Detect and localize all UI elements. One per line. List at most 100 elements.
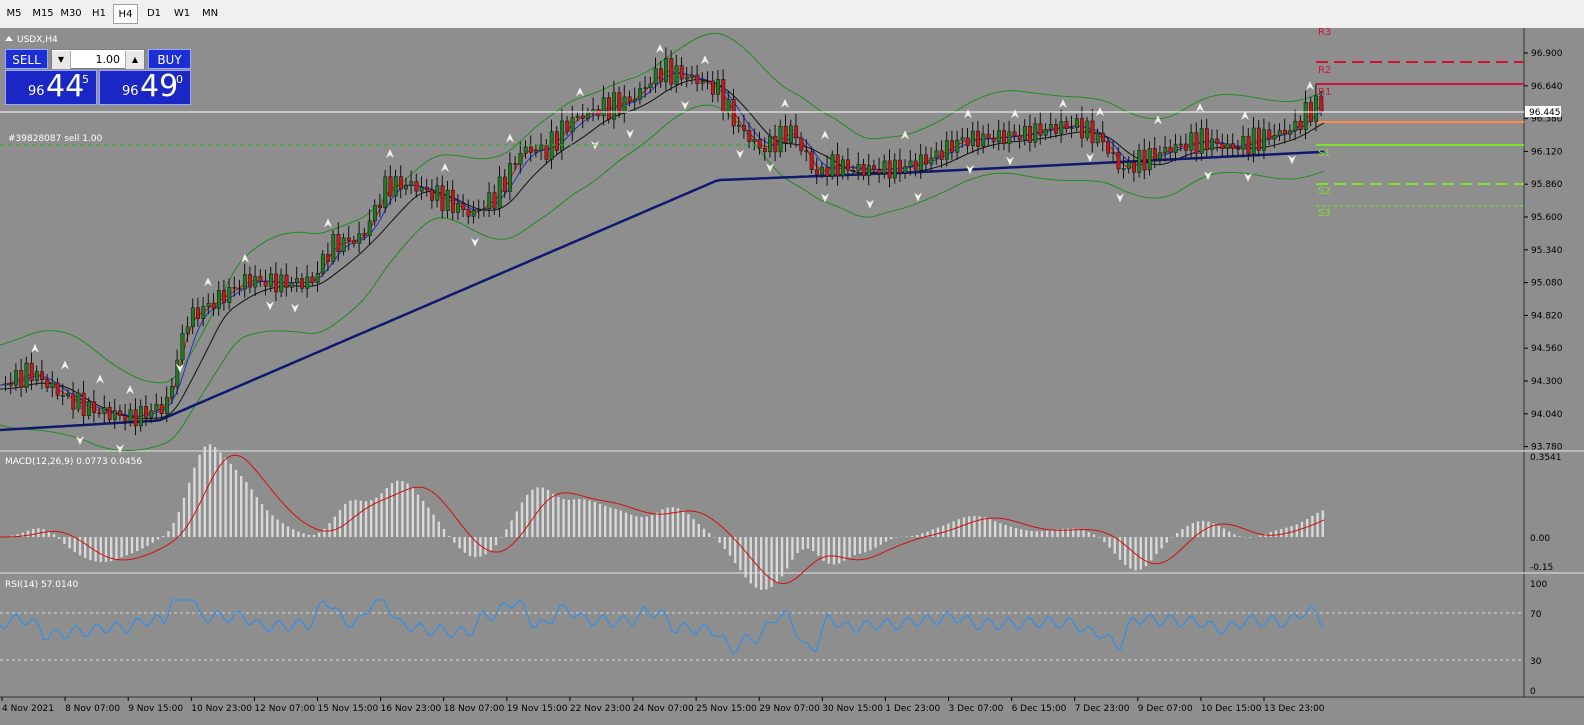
- fractal-up-icon: [576, 87, 584, 97]
- tf-m5[interactable]: M5: [6, 8, 22, 19]
- candle-body: [310, 276, 315, 283]
- candle-body: [736, 124, 741, 127]
- candle-body: [367, 220, 372, 237]
- rsi-tick-label: 0: [1530, 687, 1536, 697]
- fractal-up-icon: [901, 130, 909, 140]
- candle-body: [586, 111, 591, 119]
- date-tick-labels: 4 Nov 2021 8 Nov 07:00 9 Nov 15:00 10 Nov 2…: [1, 697, 1325, 714]
- candle-body: [794, 125, 799, 139]
- fractal-up-icon: [1306, 81, 1314, 91]
- candle-body: [320, 254, 325, 274]
- candle-body: [1152, 148, 1157, 160]
- fractal-down-icon: [821, 193, 829, 203]
- candle-body: [118, 410, 123, 416]
- collapse-icon[interactable]: [5, 36, 13, 41]
- candle-body: [180, 333, 185, 361]
- candle-body: [1314, 95, 1319, 122]
- candle-body: [710, 80, 715, 95]
- candle-body: [81, 392, 86, 417]
- candle-body: [362, 233, 367, 237]
- candle-body: [435, 185, 440, 201]
- candle-body: [658, 68, 663, 83]
- chart-area[interactable]: R2 R1 S1 S2 S3 R3 #39828087 sell 1.00 USDX,H4…: [0, 28, 1584, 725]
- candle-body: [1246, 135, 1251, 155]
- fractal-down-icon: [76, 436, 84, 445]
- candle-body: [1095, 132, 1100, 144]
- fractal-up-icon: [31, 343, 39, 353]
- price-tick-label: 96.900: [1531, 49, 1563, 59]
- candle-body: [398, 176, 403, 190]
- fractal-down-icon: [1116, 193, 1124, 203]
- candle-body: [383, 176, 388, 208]
- lot-size-value[interactable]: 1.00: [95, 53, 121, 66]
- candle-body: [1038, 123, 1043, 136]
- candle-body: [653, 68, 658, 85]
- fractal-down-icon: [914, 192, 922, 202]
- candle-body: [632, 98, 637, 102]
- fractal-up-icon: [126, 385, 134, 395]
- date-tick-label: 7 Dec 23:00: [1075, 704, 1130, 714]
- lot-decrease-icon[interactable]: ▼: [52, 51, 71, 69]
- candle-body: [1220, 143, 1225, 149]
- candle-body: [1116, 152, 1121, 170]
- lot-increase-icon[interactable]: ▲: [125, 51, 144, 69]
- candle-body: [960, 137, 965, 141]
- candle-body: [1293, 120, 1298, 132]
- fractal-up-icon: [701, 55, 709, 65]
- tf-m30[interactable]: M30: [60, 8, 82, 19]
- candle-body: [1111, 152, 1116, 154]
- candle-body: [554, 131, 559, 151]
- candle-body: [40, 371, 45, 380]
- price-tick-label: 93.780: [1531, 443, 1563, 453]
- candle-body: [856, 164, 861, 171]
- candle-body: [404, 185, 409, 190]
- tf-h1[interactable]: H1: [92, 8, 106, 19]
- candle-body: [1267, 129, 1272, 140]
- candle-body: [107, 406, 112, 420]
- candle-body: [1262, 129, 1267, 151]
- candle-body: [1007, 131, 1012, 144]
- candle-body: [1319, 95, 1324, 113]
- fractal-up-icon: [1154, 115, 1162, 125]
- candle-body: [112, 410, 117, 420]
- ask-price-box[interactable]: 96 49 0: [99, 70, 191, 105]
- date-tick-label: 10 Dec 15:00: [1201, 704, 1262, 714]
- tf-m15[interactable]: M15: [32, 8, 54, 19]
- buy-button[interactable]: BUY: [148, 49, 191, 69]
- fractal-up-icon: [204, 277, 212, 287]
- bid-price-box[interactable]: 96 44 5: [5, 70, 97, 105]
- date-tick-label: 1 Dec 23:00: [885, 704, 940, 714]
- candle-body: [861, 164, 866, 177]
- candle-body: [1054, 124, 1059, 134]
- sell-button[interactable]: SELL: [5, 49, 48, 69]
- tf-mn[interactable]: MN: [201, 8, 219, 19]
- order-label: #39828087 sell 1.00: [8, 134, 103, 144]
- macd-tick-labels: 0.3541 0.00 -0.15: [1530, 453, 1562, 573]
- candle-body: [492, 192, 497, 209]
- candle-body: [976, 130, 981, 147]
- candle-body: [45, 379, 50, 388]
- candle-body: [1022, 125, 1027, 140]
- candle-body: [476, 209, 481, 212]
- candle-body: [1241, 135, 1246, 150]
- candle-body: [887, 160, 892, 179]
- candle-body: [731, 99, 736, 127]
- candle-body: [502, 176, 507, 192]
- candle-body: [378, 205, 383, 208]
- candle-body: [814, 169, 819, 175]
- fractal-down-icon: [471, 237, 479, 247]
- bid-price-main: 44: [46, 69, 85, 104]
- fractals: [31, 43, 1314, 454]
- fractal-up-icon: [656, 43, 664, 53]
- date-tick-label: 9 Dec 07:00: [1138, 704, 1193, 714]
- lot-size-field[interactable]: ▼ 1.00 ▲: [51, 49, 145, 69]
- candle-body: [1225, 143, 1230, 149]
- ask-price-main: 49: [140, 69, 179, 104]
- candle-body: [903, 166, 908, 174]
- lower-band-line: [0, 104, 1325, 451]
- tf-d1[interactable]: D1: [146, 8, 162, 19]
- tf-w1[interactable]: W1: [173, 8, 191, 19]
- candle-body: [1298, 120, 1303, 130]
- candle-body: [1012, 131, 1017, 137]
- tf-h4[interactable]: H4: [113, 4, 138, 24]
